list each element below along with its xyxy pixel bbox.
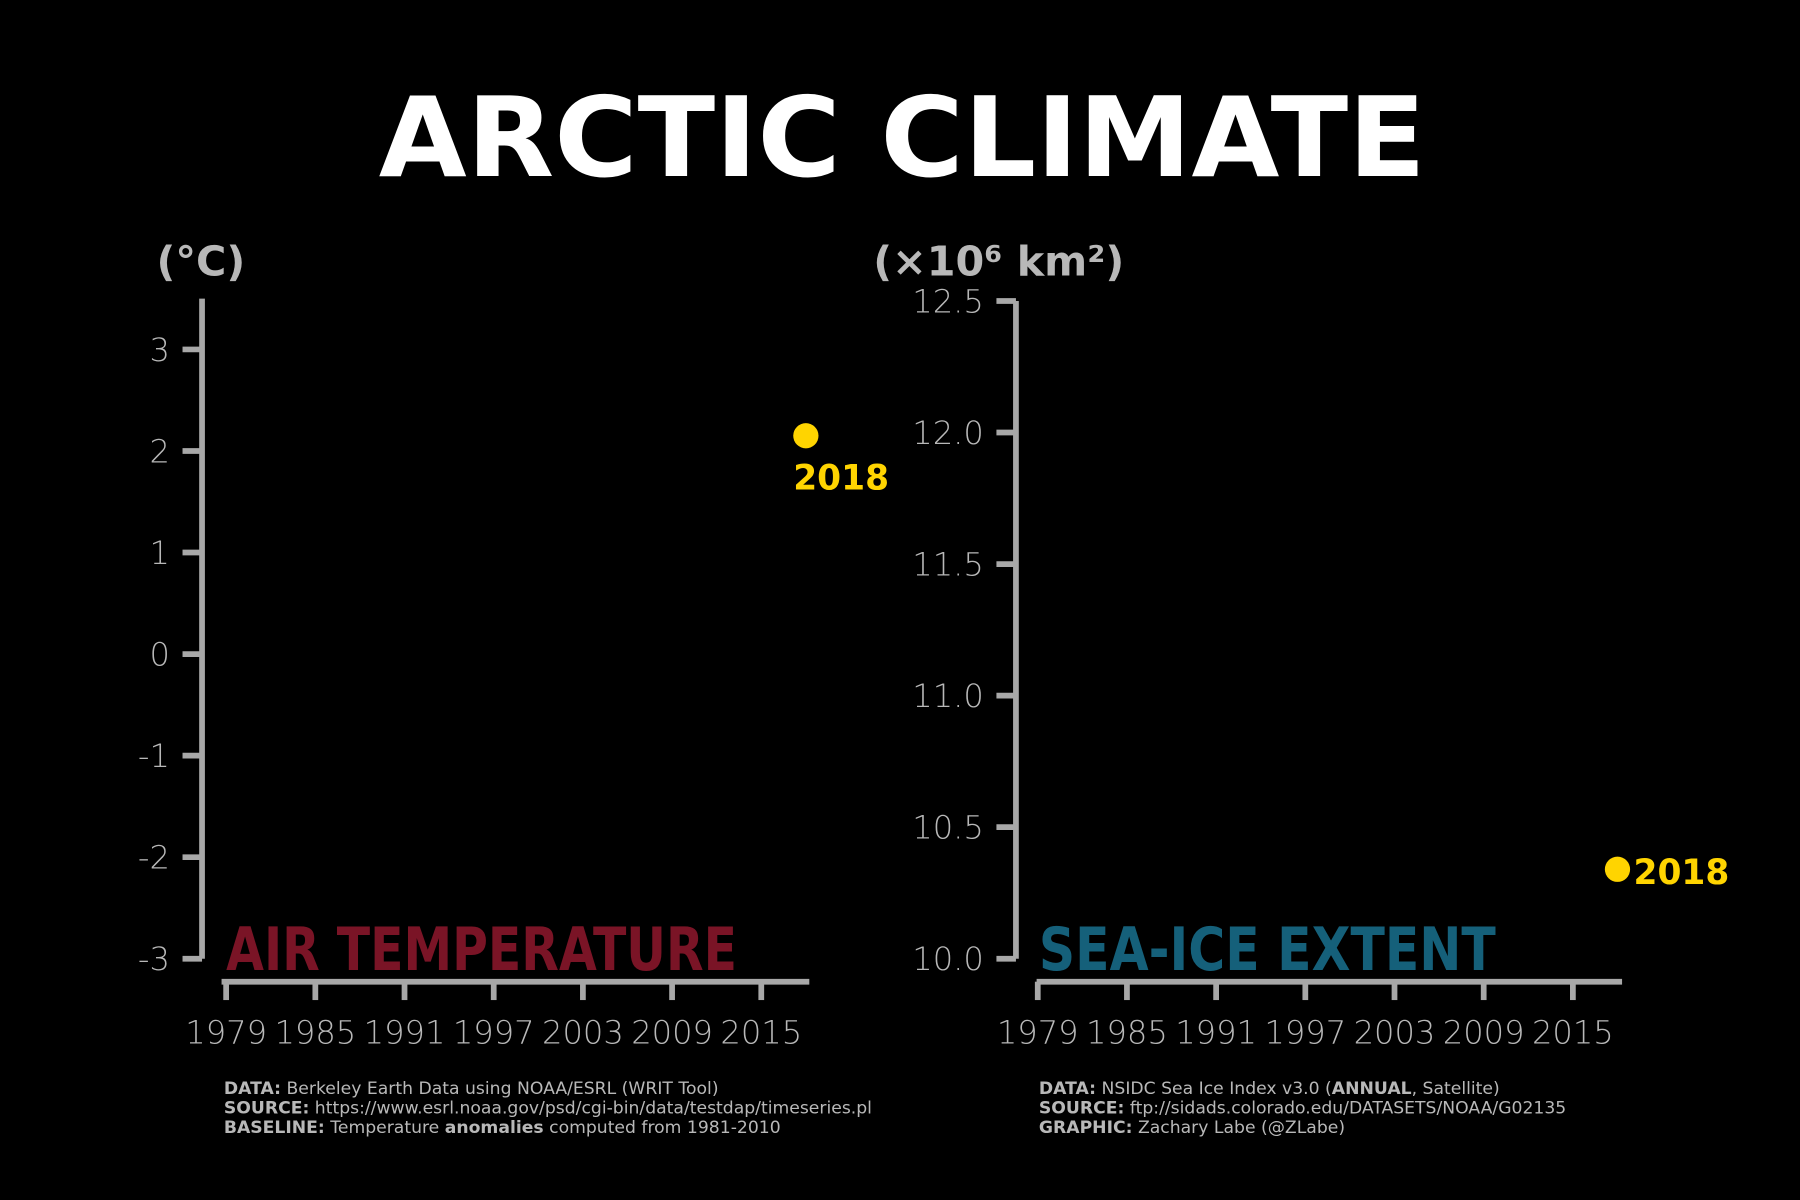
footnote-part: SOURCE: <box>224 1099 309 1119</box>
x-tick-label: 1991 <box>364 1014 446 1052</box>
x-tick-label: 1991 <box>1175 1014 1257 1052</box>
x-tick-label: 1979 <box>997 1014 1079 1052</box>
x-tick-label: 2009 <box>631 1014 713 1052</box>
y-axis-label: (×10⁶ km²) <box>873 238 1124 286</box>
footnote-part: GRAPHIC: <box>1039 1118 1133 1138</box>
footnote-part: DATA: <box>1039 1079 1096 1099</box>
footnote: DATA: NSIDC Sea Ice Index v3.0 (ANNUAL, … <box>1039 1079 1500 1099</box>
footnote-part: Berkeley Earth Data using NOAA/ESRL (WRI… <box>281 1079 719 1099</box>
footnote-part: , Satellite) <box>1412 1079 1500 1099</box>
x-tick-label: 2003 <box>1354 1014 1436 1052</box>
y-tick-label: 10.5 <box>912 809 984 847</box>
y-tick-label: 2 <box>149 432 169 470</box>
footnote-part: BASELINE: <box>224 1118 325 1138</box>
point-label: 2018 <box>1634 853 1730 893</box>
data-point <box>793 423 819 449</box>
footnote: SOURCE: https://www.esrl.noaa.gov/psd/cg… <box>224 1099 872 1119</box>
footnote-part: https://www.esrl.noaa.gov/psd/cgi-bin/da… <box>309 1099 872 1119</box>
footnote: SOURCE: ftp://sidads.colorado.edu/DATASE… <box>1039 1099 1566 1119</box>
x-tick-label: 2015 <box>720 1014 802 1052</box>
y-tick-label: 11.0 <box>912 677 984 715</box>
footnote-part: NSIDC Sea Ice Index v3.0 ( <box>1096 1079 1332 1099</box>
y-tick-label: -2 <box>138 839 170 877</box>
x-tick-label: 1997 <box>453 1014 535 1052</box>
title: ARCTIC CLIMATE <box>379 74 1426 202</box>
y-tick-label: 10.0 <box>912 940 984 978</box>
x-tick-label: 2015 <box>1532 1014 1614 1052</box>
y-tick-label: 3 <box>149 331 169 369</box>
y-tick-label: 12.0 <box>912 414 984 452</box>
y-axis-label: (°C) <box>157 238 246 286</box>
x-tick-label: 1985 <box>274 1014 356 1052</box>
footnote-part: ANNUAL <box>1332 1079 1412 1099</box>
footnote: GRAPHIC: Zachary Labe (@ZLabe) <box>1039 1118 1345 1138</box>
footnote-part: Zachary Labe (@ZLabe) <box>1132 1118 1345 1138</box>
y-tick-label: 1 <box>149 534 169 572</box>
footnote-part: computed from 1981-2010 <box>544 1118 781 1138</box>
y-tick-label: -1 <box>138 737 170 775</box>
x-tick-label: 1985 <box>1086 1014 1168 1052</box>
footnote-part: Temperature <box>325 1118 445 1138</box>
footnote: DATA: Berkeley Earth Data using NOAA/ESR… <box>224 1079 719 1099</box>
footnote: BASELINE: Temperature anomalies computed… <box>224 1118 781 1138</box>
y-tick-label: -3 <box>138 940 170 978</box>
footnote-part: SOURCE: <box>1039 1099 1125 1119</box>
x-tick-label: 1979 <box>185 1014 267 1052</box>
point-label: 2018 <box>793 459 889 499</box>
panel-name: SEA-ICE EXTENT <box>1039 916 1496 985</box>
y-tick-label: 12.5 <box>912 282 984 320</box>
footnote-part: anomalies <box>445 1118 544 1138</box>
panel-name: AIR TEMPERATURE <box>226 916 737 985</box>
footnote-part: ftp://sidads.colorado.edu/DATASETS/NOAA/… <box>1124 1099 1566 1119</box>
x-tick-label: 2003 <box>542 1014 624 1052</box>
x-tick-label: 1997 <box>1264 1014 1346 1052</box>
data-point <box>1604 856 1631 882</box>
y-tick-label: 11.5 <box>912 546 984 584</box>
y-tick-label: 0 <box>149 636 169 674</box>
x-tick-label: 2009 <box>1443 1014 1525 1052</box>
footnote-part: DATA: <box>224 1079 281 1099</box>
